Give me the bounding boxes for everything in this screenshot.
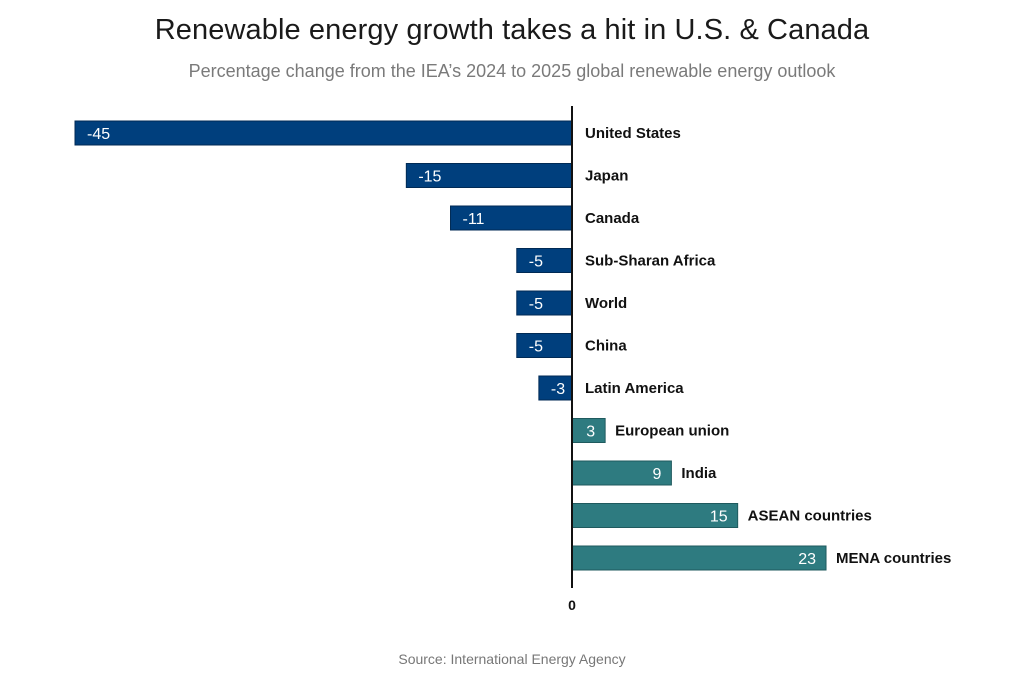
bar-india <box>571 460 672 486</box>
category-label: Japan <box>585 168 628 185</box>
data-label: -5 <box>529 339 543 356</box>
data-label: 15 <box>710 509 728 526</box>
data-label: -5 <box>529 254 543 271</box>
source-note: Source: International Energy Agency <box>398 651 626 667</box>
category-label: World <box>585 295 627 312</box>
x-tick-label-0: 0 <box>568 597 576 613</box>
bar-world <box>516 290 573 316</box>
chart-title: Renewable energy growth takes a hit in U… <box>154 14 870 46</box>
bar-latin-america <box>538 375 573 401</box>
chart-subtitle: Percentage change from the IEA’s 2024 to… <box>188 61 836 81</box>
category-label: China <box>585 338 627 355</box>
bar-mena-countries <box>571 545 827 571</box>
bar-asean-countries <box>571 503 739 528</box>
bar-european-union <box>571 418 606 443</box>
data-label: -45 <box>87 126 110 143</box>
category-label: Sub-Sharan Africa <box>585 253 716 270</box>
data-label: -3 <box>551 381 565 398</box>
bar-united-states <box>74 120 573 146</box>
category-label: Canada <box>585 210 640 227</box>
data-label: 23 <box>798 551 816 568</box>
bars-layer <box>74 120 827 571</box>
labels-layer: -45 United States -15 Japan -11 Canada -5 Sub-S… <box>87 125 951 568</box>
bar-japan <box>405 163 573 188</box>
category-label: United States <box>585 125 681 142</box>
bar-china <box>516 333 573 358</box>
category-label: MENA countries <box>836 550 951 567</box>
category-label: ASEAN countries <box>748 508 872 525</box>
data-label: -15 <box>418 169 441 186</box>
category-label: European union <box>615 423 729 440</box>
data-label: 3 <box>586 424 595 441</box>
category-label: India <box>681 465 717 482</box>
data-label: -11 <box>463 211 485 228</box>
data-label: -5 <box>529 296 543 313</box>
data-label: 9 <box>652 466 661 483</box>
category-label: Latin America <box>585 380 684 397</box>
bar-sub-sharan-africa <box>516 248 573 273</box>
